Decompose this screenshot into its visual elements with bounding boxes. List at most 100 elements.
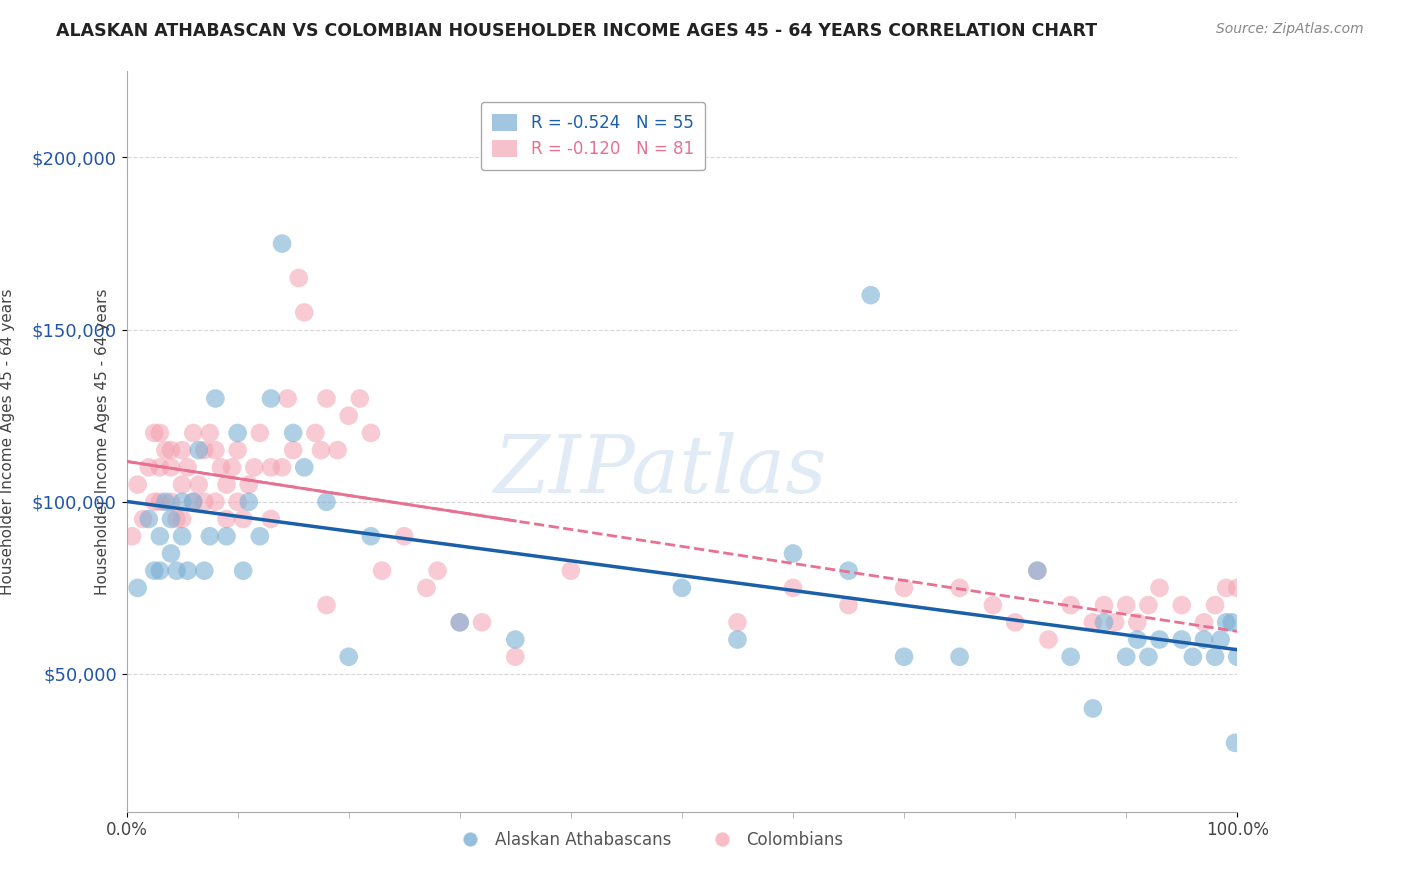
Alaskan Athabascans — [155, 495, 177, 509]
Alaskan Athabascans — [260, 392, 283, 406]
Colombians — [149, 425, 172, 440]
Colombians — [215, 512, 238, 526]
Alaskan Athabascans — [1092, 615, 1115, 630]
Alaskan Athabascans — [1204, 649, 1226, 664]
Text: ZIPatlas: ZIPatlas — [494, 433, 827, 510]
Colombians — [132, 512, 155, 526]
Alaskan Athabascans — [160, 546, 183, 560]
Colombians — [503, 649, 526, 664]
Alaskan Athabascans — [1215, 615, 1237, 630]
Colombians — [204, 443, 226, 458]
Colombians — [166, 512, 188, 526]
Colombians — [1115, 598, 1137, 612]
Y-axis label: Householder Income Ages 45 - 64 years: Householder Income Ages 45 - 64 years — [0, 288, 15, 595]
Colombians — [1126, 615, 1149, 630]
Colombians — [1104, 615, 1126, 630]
Alaskan Athabascans — [281, 425, 304, 440]
Colombians — [1170, 598, 1192, 612]
Colombians — [360, 425, 382, 440]
Colombians — [271, 460, 294, 475]
Colombians — [260, 460, 283, 475]
Colombians — [471, 615, 494, 630]
Colombians — [277, 392, 299, 406]
Colombians — [727, 615, 749, 630]
Colombians — [221, 460, 243, 475]
Colombians — [193, 495, 215, 509]
Colombians — [838, 598, 860, 612]
Colombians — [893, 581, 915, 595]
Colombians — [209, 460, 232, 475]
Colombians — [394, 529, 416, 543]
Colombians — [260, 512, 283, 526]
Colombians — [226, 495, 249, 509]
Alaskan Athabascans — [143, 564, 166, 578]
Alaskan Athabascans — [187, 443, 209, 458]
Colombians — [1204, 598, 1226, 612]
Colombians — [304, 425, 326, 440]
Colombians — [149, 495, 172, 509]
Colombians — [187, 477, 209, 491]
Colombians — [172, 477, 194, 491]
Colombians — [292, 305, 315, 319]
Colombians — [226, 443, 249, 458]
Colombians — [415, 581, 437, 595]
Colombians — [1004, 615, 1026, 630]
Alaskan Athabascans — [1192, 632, 1215, 647]
Colombians — [449, 615, 471, 630]
Alaskan Athabascans — [166, 564, 188, 578]
Colombians — [1137, 598, 1160, 612]
Alaskan Athabascans — [138, 512, 160, 526]
Colombians — [181, 425, 204, 440]
Colombians — [371, 564, 394, 578]
Colombians — [215, 477, 238, 491]
Colombians — [143, 425, 166, 440]
Colombians — [160, 460, 183, 475]
Alaskan Athabascans — [503, 632, 526, 647]
Alaskan Athabascans — [204, 392, 226, 406]
Alaskan Athabascans — [149, 529, 172, 543]
Colombians — [249, 425, 271, 440]
Colombians — [315, 598, 337, 612]
Alaskan Athabascans — [172, 529, 194, 543]
Alaskan Athabascans — [1226, 649, 1249, 664]
Colombians — [160, 495, 183, 509]
Colombians — [560, 564, 582, 578]
Colombians — [1026, 564, 1049, 578]
Alaskan Athabascans — [1149, 632, 1171, 647]
Colombians — [181, 495, 204, 509]
Alaskan Athabascans — [1060, 649, 1083, 664]
Colombians — [172, 512, 194, 526]
Alaskan Athabascans — [1115, 649, 1137, 664]
Alaskan Athabascans — [232, 564, 254, 578]
Alaskan Athabascans — [1170, 632, 1192, 647]
Colombians — [155, 443, 177, 458]
Alaskan Athabascans — [1181, 649, 1204, 664]
Alaskan Athabascans — [1209, 632, 1232, 647]
Colombians — [172, 443, 194, 458]
Alaskan Athabascans — [271, 236, 294, 251]
Alaskan Athabascans — [172, 495, 194, 509]
Colombians — [1226, 581, 1249, 595]
Colombians — [176, 460, 198, 475]
Alaskan Athabascans — [949, 649, 972, 664]
Alaskan Athabascans — [149, 564, 172, 578]
Alaskan Athabascans — [727, 632, 749, 647]
Colombians — [138, 460, 160, 475]
Text: Source: ZipAtlas.com: Source: ZipAtlas.com — [1216, 22, 1364, 37]
Colombians — [1081, 615, 1104, 630]
Colombians — [204, 495, 226, 509]
Alaskan Athabascans — [1126, 632, 1149, 647]
Alaskan Athabascans — [360, 529, 382, 543]
Alaskan Athabascans — [1137, 649, 1160, 664]
Alaskan Athabascans — [127, 581, 149, 595]
Colombians — [149, 460, 172, 475]
Alaskan Athabascans — [292, 460, 315, 475]
Colombians — [1215, 581, 1237, 595]
Colombians — [1149, 581, 1171, 595]
Colombians — [193, 443, 215, 458]
Colombians — [426, 564, 449, 578]
Colombians — [160, 443, 183, 458]
Alaskan Athabascans — [449, 615, 471, 630]
Colombians — [349, 392, 371, 406]
Colombians — [281, 443, 304, 458]
